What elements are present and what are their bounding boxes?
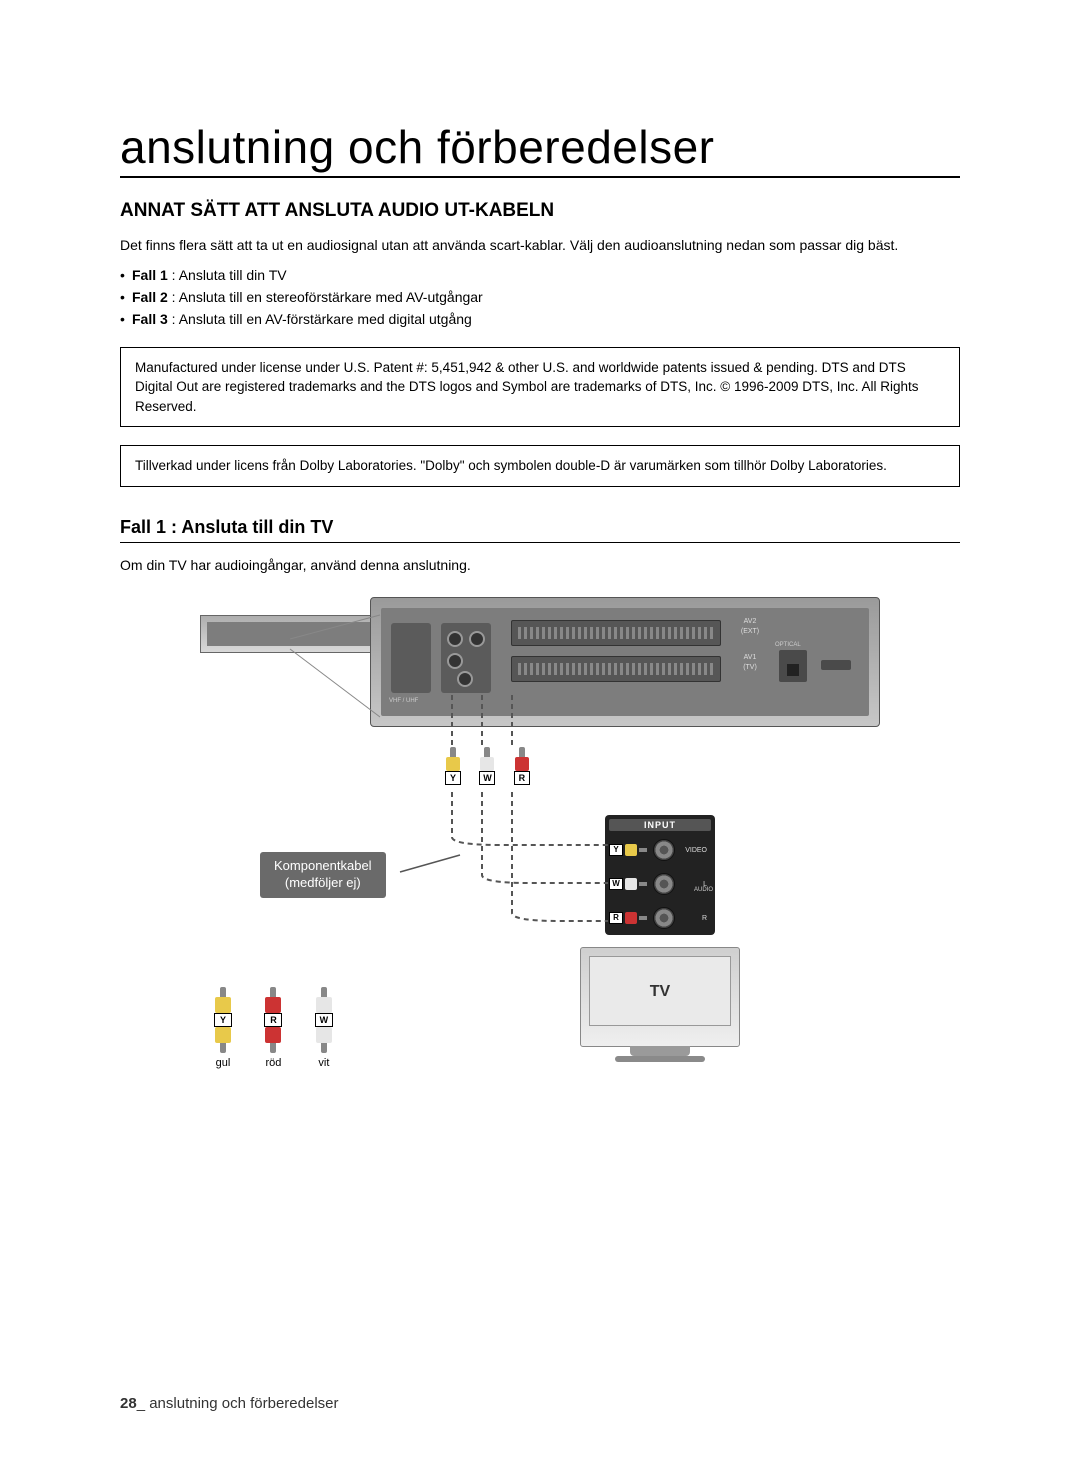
case-list: Fall 1 : Ansluta till din TV Fall 2 : An… — [120, 264, 960, 331]
optical-port — [779, 650, 807, 682]
scart-av1 — [511, 656, 721, 682]
av1-label: AV1 — [731, 654, 769, 661]
optical-label: OPTICAL — [775, 642, 801, 648]
rf-port-group — [391, 623, 431, 693]
plug-set-device: Y W R — [438, 747, 537, 789]
page-title: anslutning och förberedelser — [120, 120, 960, 178]
legend-yellow: Y gul — [214, 987, 232, 1069]
plug-y-tag: Y — [609, 844, 623, 856]
rf-label: VHF / UHF — [389, 698, 418, 704]
plug-red: R — [515, 747, 529, 789]
rca-l-icon — [653, 873, 675, 895]
video-tag: VIDEO — [681, 847, 707, 854]
component-cable-label: Komponentkabel (medföljer ej) — [260, 852, 386, 898]
plug-w-tag: W — [609, 878, 623, 890]
legend-y-box: Y — [214, 1013, 232, 1027]
comp-label-l2: (medföljer ej) — [285, 875, 361, 890]
legend-white: W vit — [315, 987, 333, 1069]
plug-legend: Y gul R röd W vit — [200, 987, 347, 1069]
case-item-2: Fall 2 : Ansluta till en stereoförstärka… — [120, 286, 960, 308]
plug-yellow: Y — [446, 747, 460, 789]
legend-r-text: röd — [264, 1057, 282, 1069]
case-item-1: Fall 1 : Ansluta till din TV — [120, 264, 960, 286]
legend-w-text: vit — [315, 1057, 333, 1069]
input-row-r: R R — [609, 903, 711, 933]
connection-diagram: VHF / UHF AV2 (EXT) AV1 (TV) OPTICAL Y W… — [200, 597, 880, 1097]
tv-icon: TV — [580, 947, 740, 1047]
av1-sub: (TV) — [731, 664, 769, 671]
section-heading: ANNAT SÄTT ATT ANSLUTA AUDIO UT-KABELN — [120, 200, 960, 222]
license-box-dts: Manufactured under license under U.S. Pa… — [120, 347, 960, 428]
license-box-dolby: Tillverkad under licens från Dolby Labor… — [120, 445, 960, 487]
av2-label: AV2 — [731, 618, 769, 625]
tv-input-panel: INPUT Y VIDEO W L R R AUDIO — [605, 815, 715, 935]
case1-desc: Om din TV har audioingångar, använd denn… — [120, 557, 960, 573]
case-desc: : Ansluta till din TV — [168, 267, 287, 283]
case-label: Fall 2 — [132, 289, 168, 305]
rca-r-icon — [653, 907, 675, 929]
r-tag: R — [681, 915, 707, 922]
plug-r-tag: R — [609, 912, 623, 924]
plug-white: W — [480, 747, 494, 789]
scart-av2 — [511, 620, 721, 646]
legend-w-box: W — [315, 1013, 333, 1027]
legend-y-text: gul — [214, 1057, 232, 1069]
case-label: Fall 1 — [132, 267, 168, 283]
input-row-video: Y VIDEO — [609, 835, 711, 865]
footer-text: anslutning och förberedelser — [149, 1395, 338, 1412]
case1-heading: Fall 1 : Ansluta till din TV — [120, 517, 960, 543]
input-header: INPUT — [609, 819, 711, 831]
audio-tag: AUDIO — [694, 887, 713, 893]
intro-text: Det finns flera sätt att ta ut en audios… — [120, 236, 960, 256]
case-desc: : Ansluta till en AV-förstärkare med dig… — [168, 311, 472, 327]
case-item-3: Fall 3 : Ansluta till en AV-förstärkare … — [120, 308, 960, 330]
input-row-l: W L — [609, 869, 711, 899]
rca-port-group — [441, 623, 491, 693]
device-mini-icon — [200, 615, 385, 653]
legend-red: R röd — [264, 987, 282, 1069]
case-label: Fall 3 — [132, 311, 168, 327]
reset-port — [821, 660, 851, 670]
page-content: anslutning och förberedelser ANNAT SÄTT … — [0, 0, 1080, 1097]
device-rear-panel: VHF / UHF AV2 (EXT) AV1 (TV) OPTICAL — [370, 597, 880, 727]
av2-sub: (EXT) — [731, 628, 769, 635]
legend-r-box: R — [264, 1013, 282, 1027]
comp-label-l1: Komponentkabel — [274, 858, 372, 873]
plug-w-label: W — [479, 771, 495, 785]
page-footer: 28_ anslutning och förberedelser — [120, 1395, 339, 1412]
page-number: 28 — [120, 1395, 137, 1412]
rca-video-icon — [653, 839, 675, 861]
tv-label: TV — [590, 983, 730, 1001]
plug-r-label: R — [514, 771, 530, 785]
plug-y-label: Y — [445, 771, 461, 785]
footer-sep: _ — [137, 1395, 150, 1412]
case-desc: : Ansluta till en stereoförstärkare med … — [168, 289, 483, 305]
